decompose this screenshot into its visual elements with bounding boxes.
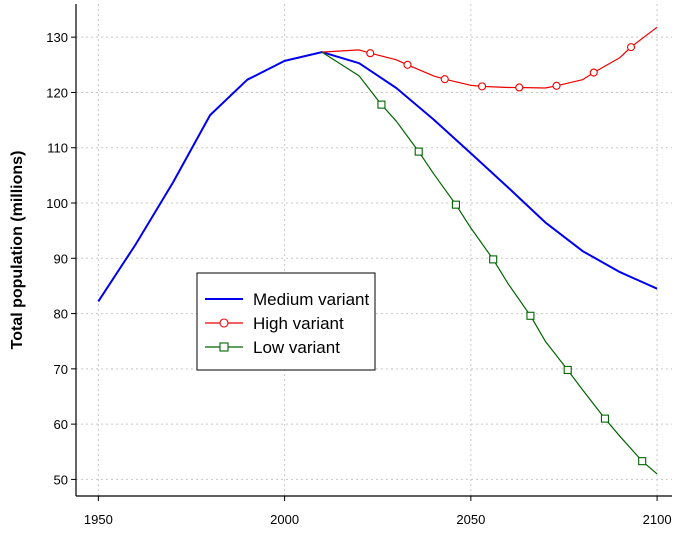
x-tick-label-1950: 1950: [84, 512, 113, 527]
legend-marker-low-variant: [219, 342, 229, 352]
y-tick-label-70: 70: [54, 362, 68, 377]
x-tick-label-2100: 2100: [643, 512, 672, 527]
low-variant-point: [638, 457, 647, 466]
y-tick-label-80: 80: [54, 307, 68, 322]
high-variant-point: [366, 49, 375, 58]
low-variant-point: [489, 255, 498, 264]
low-variant-point: [563, 365, 572, 375]
y-tick-label-100: 100: [46, 196, 68, 211]
legend-label-high-variant: High variant: [253, 314, 344, 333]
gridlines: [76, 4, 672, 496]
high-variant-point: [515, 83, 524, 92]
series-group: [97, 26, 658, 475]
y-tick-label-60: 60: [54, 417, 68, 432]
high-variant-point: [552, 81, 561, 90]
low-variant-point: [377, 100, 386, 109]
low-variant-point: [600, 414, 610, 423]
axes: [71, 4, 672, 501]
legend-label-medium-variant: Medium variant: [253, 290, 369, 309]
legend-label-low-variant: Low variant: [253, 338, 340, 357]
high-variant-point: [403, 60, 412, 69]
high-variant-point: [440, 75, 449, 84]
x-tick-label-2050: 2050: [456, 512, 485, 527]
x-tick-label-2000: 2000: [270, 512, 299, 527]
medium-variant-line: [97, 51, 658, 302]
y-tick-label-90: 90: [54, 251, 68, 266]
high-variant-line: [321, 26, 658, 89]
high-variant-point: [589, 68, 598, 77]
low-variant-point: [451, 200, 461, 209]
y-tick-label-110: 110: [47, 141, 68, 156]
legend-marker-high-variant: [219, 318, 229, 328]
y-axis-title: Total population (millions): [9, 151, 26, 350]
y-tick-label-120: 120: [46, 85, 68, 100]
high-variant-point: [477, 82, 487, 91]
legend: Medium variant High variant Low variant: [196, 272, 376, 371]
tick-labels: 50 60 70 80 90 100 110 120 130 1950 2000 2050 2100: [46, 30, 671, 527]
low-variant-point: [526, 311, 535, 320]
high-variant-point: [626, 43, 636, 52]
low-variant-point: [414, 147, 423, 156]
y-tick-label-50: 50: [54, 472, 68, 487]
y-tick-label-130: 130: [46, 30, 68, 45]
